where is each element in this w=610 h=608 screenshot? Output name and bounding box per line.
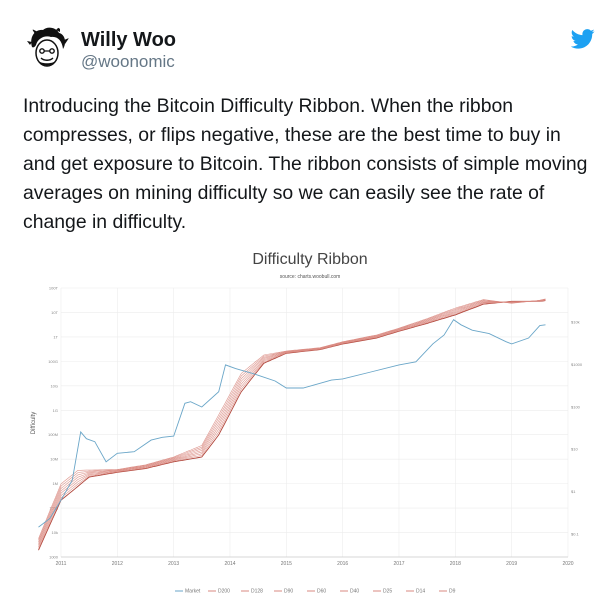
legend-item-d25[interactable]: D25 [383,589,392,595]
y-tick-label: 1M [52,481,58,486]
x-tick-label: 2012 [112,561,123,567]
ribbon-line-d25 [38,299,546,543]
chart-y-axis-label: Difficulty [31,412,37,435]
y-tick-label: 100T [49,286,59,291]
x-tick-label: 2015 [281,561,292,567]
y-tick-label: 1G [53,408,58,413]
legend-item-d14[interactable]: D14 [416,589,425,595]
legend-item-d60[interactable]: D60 [317,589,326,595]
y-tick-label: 10M [50,457,58,462]
twitter-bird-icon[interactable] [571,29,595,49]
y-tick-label: 1000 [49,555,59,560]
x-tick-label: 2018 [450,561,461,567]
y-tick-label: 100G [48,359,58,364]
legend-item-d40[interactable]: D40 [350,589,359,595]
avatar[interactable] [23,25,71,73]
y2-tick-label: $0.1 [571,532,580,537]
y-tick-label: 10T [51,310,58,315]
legend-item-market[interactable]: Market [185,589,201,595]
x-tick-label: 2011 [56,561,67,567]
avatar-illustration-icon [23,25,71,73]
x-tick-label: 2013 [168,561,179,567]
chart-title: Difficulty Ribbon [252,251,367,268]
y2-tick-label: $1000 [571,362,583,367]
market-line [38,319,546,528]
tweet-text: Introducing the Bitcoin Difficulty Ribbo… [23,95,588,233]
x-tick-label: 2017 [393,561,404,567]
y-tick-label: 10G [50,383,58,388]
legend-item-d9[interactable]: D9 [449,589,456,595]
y-tick-label: 10k [52,530,58,535]
chart-svg: Difficulty Ribbon source: charts.woobull… [20,238,590,603]
author-handle[interactable]: @woonomic [81,52,175,71]
author-name[interactable]: Willy Woo [81,29,176,51]
y2-tick-label: $1 [571,489,576,494]
y2-tick-label: $100 [571,404,581,409]
x-tick-label: 2020 [562,561,573,567]
legend-item-d128[interactable]: D128 [251,589,263,595]
y-tick-label: 1T [53,334,58,339]
y2-tick-label: $10k [571,320,580,325]
y2-tick-label: $10 [571,447,578,452]
chart-subtitle: source: charts.woobull.com [280,274,341,280]
x-tick-label: 2019 [506,561,517,567]
legend-item-d90[interactable]: D90 [284,589,293,595]
y-tick-label: 100M [48,432,58,437]
x-tick-label: 2014 [224,561,235,567]
ribbon-line-d9 [38,298,546,539]
x-tick-label: 2016 [337,561,348,567]
legend-item-d200[interactable]: D200 [218,589,230,595]
ribbon-line-d200 [38,300,546,551]
difficulty-ribbon-chart[interactable]: Difficulty Ribbon source: charts.woobull… [20,238,590,603]
